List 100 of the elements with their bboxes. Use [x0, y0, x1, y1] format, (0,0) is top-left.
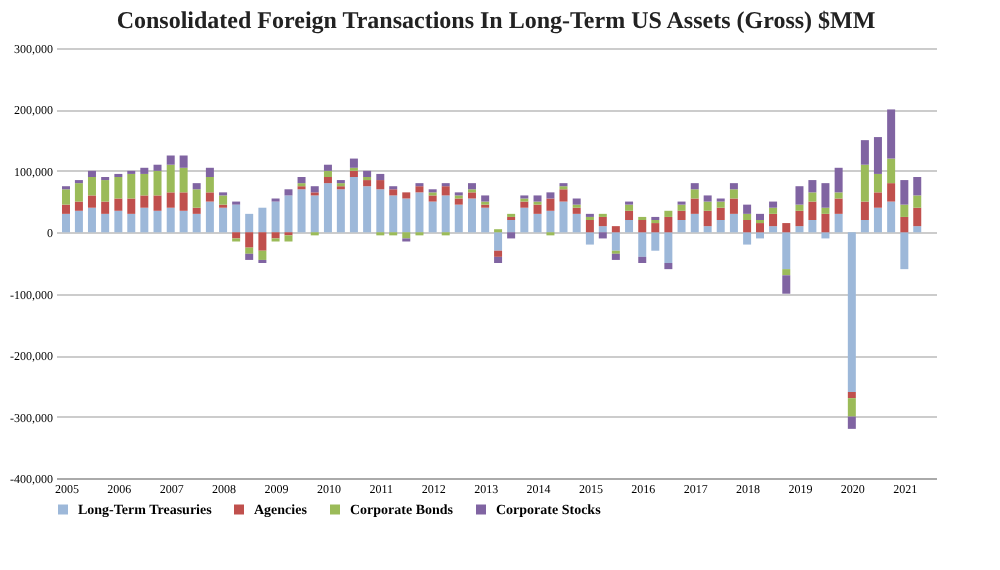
bar	[166, 155, 175, 165]
bar	[860, 220, 869, 233]
bar	[638, 220, 647, 233]
bar	[323, 170, 332, 177]
bar	[756, 232, 765, 239]
bar	[703, 226, 712, 233]
bar	[756, 213, 765, 220]
bar	[205, 177, 214, 193]
bar	[467, 183, 476, 190]
bar	[101, 213, 110, 233]
bar	[363, 180, 372, 187]
bar	[546, 198, 555, 211]
bar	[533, 213, 542, 233]
bar	[782, 232, 791, 270]
bar	[402, 198, 411, 233]
bar	[546, 192, 555, 199]
bar	[349, 158, 358, 168]
bar	[402, 232, 411, 239]
bar	[821, 232, 830, 239]
bar	[428, 195, 437, 202]
bar	[258, 232, 267, 251]
bar	[245, 253, 254, 260]
bar	[140, 173, 149, 196]
bar	[258, 250, 267, 260]
bar	[611, 253, 620, 260]
bar	[756, 223, 765, 233]
bar	[245, 213, 254, 233]
bar	[494, 232, 503, 251]
bar	[585, 232, 594, 245]
bar	[205, 201, 214, 233]
bar	[533, 195, 542, 202]
bar	[808, 180, 817, 193]
bar	[271, 201, 280, 233]
bar	[520, 207, 529, 233]
bar	[782, 223, 791, 233]
bar	[769, 201, 778, 208]
bar	[625, 210, 634, 220]
bar	[913, 177, 922, 196]
bar	[795, 204, 804, 211]
bar	[572, 198, 581, 205]
bar	[179, 210, 188, 233]
bar	[769, 207, 778, 214]
bar	[258, 207, 267, 233]
bar	[245, 247, 254, 254]
chart-title: Consolidated Foreign Transactions In Long-Term US Assets (Gross) $MM	[116, 6, 876, 34]
bar	[847, 232, 856, 392]
bar	[834, 192, 843, 199]
bar	[310, 186, 319, 193]
bar	[533, 204, 542, 214]
bar	[887, 158, 896, 184]
bar	[873, 173, 882, 193]
bar	[860, 164, 869, 202]
bar	[153, 195, 162, 211]
bar	[690, 183, 699, 190]
bar	[192, 189, 201, 208]
bar	[179, 155, 188, 168]
bar	[284, 189, 293, 196]
bar	[716, 207, 725, 220]
bar	[415, 186, 424, 193]
bar	[127, 213, 136, 233]
bar	[598, 226, 607, 233]
bar	[114, 177, 123, 199]
bar	[441, 195, 450, 233]
bar	[271, 232, 280, 239]
bar	[729, 183, 738, 190]
bar	[795, 210, 804, 227]
bar	[166, 192, 175, 208]
bar	[415, 192, 424, 233]
bar	[402, 192, 411, 199]
bar	[389, 189, 398, 196]
bar	[140, 195, 149, 208]
bar	[743, 220, 752, 233]
bar	[101, 201, 110, 214]
bar	[166, 164, 175, 193]
bar	[716, 201, 725, 208]
bar	[716, 220, 725, 233]
bar	[376, 180, 385, 190]
bar	[559, 201, 568, 233]
bar	[782, 275, 791, 294]
bar	[651, 223, 660, 233]
bar	[494, 256, 503, 263]
bar	[887, 109, 896, 159]
bar	[153, 164, 162, 171]
bar	[625, 220, 634, 233]
bar	[219, 195, 228, 205]
bar	[284, 235, 293, 242]
bar	[900, 204, 909, 217]
bar	[598, 232, 607, 239]
bar	[847, 398, 856, 417]
bar	[87, 195, 96, 208]
bar	[664, 210, 673, 217]
bar	[677, 204, 686, 211]
bar	[62, 213, 70, 233]
bar	[232, 204, 241, 233]
bar	[572, 207, 581, 214]
bar	[467, 192, 476, 199]
bar	[219, 207, 228, 233]
bar	[585, 220, 594, 233]
bar	[611, 232, 620, 251]
bar	[703, 210, 712, 227]
